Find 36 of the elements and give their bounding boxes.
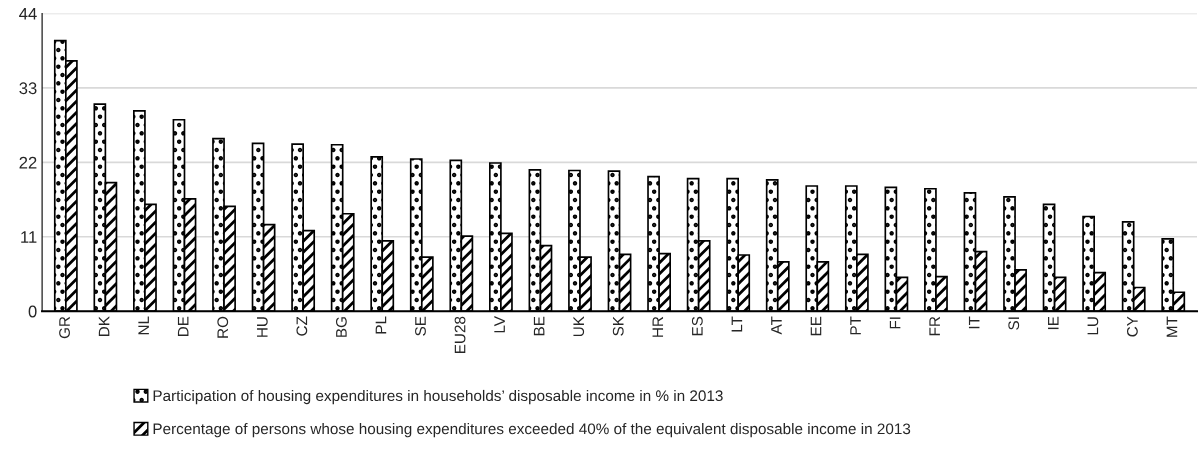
x-tick-label: SK [612, 316, 624, 336]
x-tick-label: AT [771, 316, 782, 335]
x-tick-label: PT [850, 316, 861, 335]
x-tick-label: BE [533, 316, 545, 336]
x-tick-label: CZ [296, 316, 308, 336]
x-tick-label: RO [217, 316, 229, 338]
x-tick-label: EE [810, 316, 822, 336]
legend-label: Percentage of persons whose housing expenditures exceeded 40% of the equivalent disposable income in 2013 [153, 423, 911, 438]
x-tick-label: LU [1087, 317, 1099, 335]
y-tick-label: 33 [19, 82, 37, 95]
y-tick-label: 44 [19, 8, 37, 20]
y-tick-label: 0 [28, 305, 37, 318]
x-tick-label: ES [691, 316, 703, 336]
x-tick-label: DE [177, 316, 189, 337]
x-tick-label: HR [652, 316, 664, 337]
x-tick-label: FR [929, 316, 940, 336]
x-tick-label: HU [257, 317, 268, 337]
x-tick-label: PL [375, 316, 387, 334]
x-tick-label: SI [1008, 317, 1020, 330]
x-tick-label: CY [1126, 316, 1138, 337]
x-tick-label: IE [1048, 316, 1059, 330]
legend-label: Participation of housing expenditures in households’ disposable income in % in 2013 [153, 389, 723, 405]
y-tick-label: 11 [21, 231, 37, 243]
x-tick-label: LV [494, 316, 505, 333]
x-tick-label: UK [573, 316, 585, 337]
y-tick-label: 22 [19, 156, 37, 169]
x-tick-label: FI [889, 317, 901, 329]
x-tick-label: IT [968, 316, 980, 329]
x-tick-label: GR [59, 316, 70, 339]
x-tick-label: DK [98, 316, 110, 337]
x-tick-label: BG [335, 317, 347, 337]
x-tick-label: MT [1166, 316, 1178, 337]
x-tick-label: EU28 [454, 316, 466, 354]
x-tick-label: SE [415, 316, 426, 336]
x-tick-label: NL [138, 316, 149, 335]
x-tick-label: LT [731, 316, 743, 332]
